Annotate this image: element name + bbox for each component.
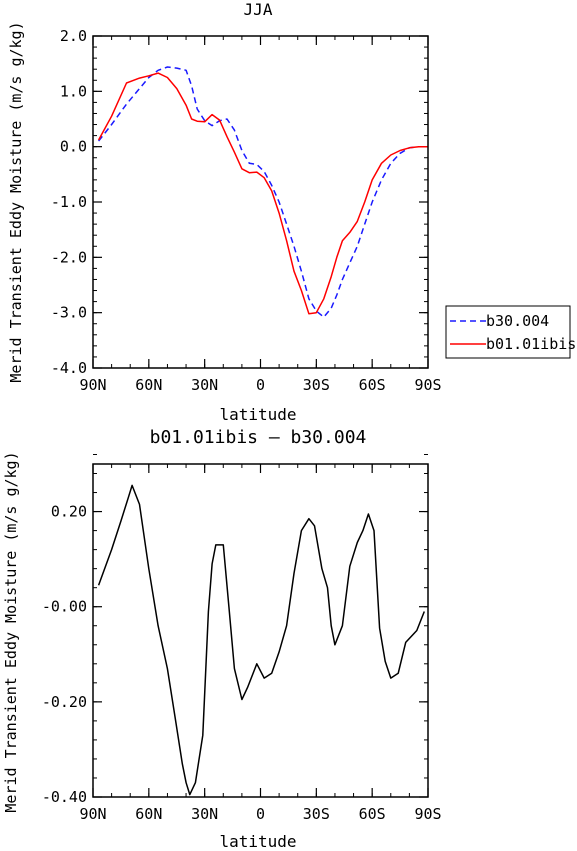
bottom-x-tick-label: 90N [79,805,106,823]
top-x-axis-label: latitude [219,405,296,424]
top-series-lines [97,66,428,318]
top-series-line-b01-01ibis [97,72,428,315]
bottom-y-tick-label: 0.20 [51,503,87,521]
top-y-axis-label: Merid Transient Eddy Moisture (m/s g/kg) [7,21,25,382]
bottom-panel: b01.01ibis – b30.004 Merid Transient Edd… [2,427,442,851]
top-x-tick-label: 90N [79,376,106,394]
bottom-x-axis-label: latitude [219,832,296,851]
bottom-x-tick-label: 30S [303,805,330,823]
bottom-chart-title: b01.01ibis – b30.004 [150,427,367,448]
bottom-y-tick-label: -0.40 [42,788,87,806]
top-chart-title: JJA [244,0,273,19]
bottom-x-tick-label: 0 [256,805,265,823]
bottom-x-tick-label: 30N [191,805,218,823]
top-x-tick-label: 90S [414,376,441,394]
top-y-tick-label: 0.0 [60,138,87,156]
top-x-tick-label: 30S [303,376,330,394]
bottom-plot-frame [92,463,429,798]
top-x-tick-label: 60N [135,376,162,394]
bottom-series-lines [97,484,425,796]
bottom-series-line-difference [97,484,425,796]
top-x-tick-label: 30N [191,376,218,394]
top-y-tick-label: -4.0 [51,359,87,377]
legend: b30.004 b01.01ibis [445,305,576,359]
legend-box [445,305,571,359]
top-x-tick-label: 0 [256,376,265,394]
top-x-tick-label: 60S [359,376,386,394]
top-y-tick-label: -2.0 [51,248,87,266]
legend-label-b01-01ibis: b01.01ibis [486,335,576,353]
top-y-tick-label: 2.0 [60,27,87,45]
bottom-y-tick-label: -0.00 [42,598,87,616]
bottom-x-tick-label: 60N [135,805,162,823]
top-y-tick-label: 1.0 [60,82,87,100]
top-y-tick-label: -3.0 [51,304,87,322]
bottom-y-axis-label: Merid Transient Eddy Moisture (m/s g/kg) [2,451,20,812]
top-y-tick-label: -1.0 [51,193,87,211]
bottom-x-tick-label: 90S [414,805,441,823]
bottom-y-tick-label: -0.20 [42,693,87,711]
top-panel: JJA Merid Transient Eddy Moisture (m/s g… [7,0,576,424]
top-plot-frame [92,35,429,369]
bottom-x-tick-label: 60S [359,805,386,823]
top-series-line-b30-004 [98,66,428,318]
legend-label-b30-004: b30.004 [486,312,549,330]
